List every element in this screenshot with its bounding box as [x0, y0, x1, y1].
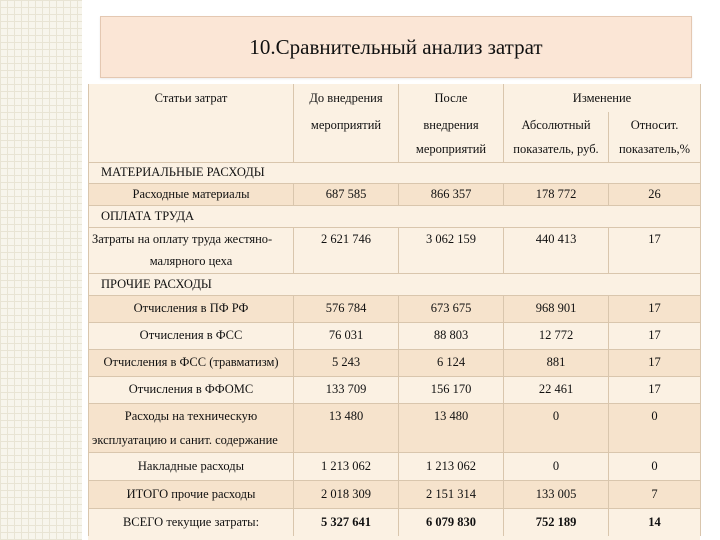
header-before-line2: мероприятий: [293, 112, 399, 138]
header-rel: Относит.: [607, 112, 702, 138]
header-items: Статьи затрат: [88, 84, 294, 112]
header-row: Статьи затрат До внедрения После Изменен…: [88, 84, 702, 112]
section-row: ОПЛАТА ТРУДА: [87, 205, 702, 228]
header-abs: Абсолютный: [503, 112, 609, 138]
header-after-line2: внедрения: [398, 112, 504, 138]
table-row-cont: малярного цеха: [88, 251, 702, 274]
slide-title: 10.Сравнительный анализ затрат: [249, 34, 543, 59]
section-labor: ОПЛАТА ТРУДА: [87, 205, 702, 228]
header-after-line3: мероприятий: [398, 138, 504, 163]
table-row: Затраты на оплату труда жестяно- 2 621 7…: [88, 227, 702, 251]
header-after: После: [398, 84, 504, 112]
slide-title-box: 10.Сравнительный анализ затрат: [100, 16, 692, 78]
header-rel-line2: показатель,%: [607, 138, 702, 163]
section-other: ПРОЧИЕ РАСХОДЫ: [87, 273, 702, 296]
header-row-2: мероприятий внедрения Абсолютный Относит…: [88, 112, 702, 138]
table-row: Расходные материалы 687 585 866 357 178 …: [88, 183, 702, 206]
section-material: МАТЕРИАЛЬНЫЕ РАСХОДЫ: [87, 162, 702, 184]
table-row: Отчисления в ФФОМС 133 709 156 170 22 46…: [88, 376, 702, 404]
decorative-pattern: [0, 0, 82, 540]
table-row-total: ВСЕГО текущие затраты: 5 327 641 6 079 8…: [88, 508, 702, 536]
table-row: Отчисления в ФСС 76 031 88 803 12 772 17: [88, 322, 702, 350]
table-row: ИТОГО прочие расходы 2 018 309 2 151 314…: [88, 480, 702, 509]
cost-comparison-table: Статьи затрат До внедрения После Изменен…: [87, 84, 702, 536]
header-before: До внедрения: [293, 84, 399, 112]
cost-table-panel: Статьи затрат До внедрения После Изменен…: [87, 84, 702, 540]
table-row: Отчисления в ФСС (травматизм) 5 243 6 12…: [88, 349, 702, 377]
table-row-cont: эксплуатацию и санит. содержание: [88, 430, 702, 453]
header-change: Изменение: [502, 84, 702, 112]
section-row: ПРОЧИЕ РАСХОДЫ: [87, 273, 702, 296]
section-row: МАТЕРИАЛЬНЫЕ РАСХОДЫ: [87, 162, 702, 184]
header-row-3: мероприятий показатель, руб. показатель,…: [88, 138, 702, 163]
table-row: Накладные расходы 1 213 062 1 213 062 0 …: [88, 452, 702, 481]
header-abs-line2: показатель, руб.: [503, 138, 609, 163]
table-row: Отчисления в ПФ РФ 576 784 673 675 968 9…: [88, 295, 702, 323]
table-row: Расходы на техническую 13 480 13 480 0 0: [88, 403, 702, 430]
